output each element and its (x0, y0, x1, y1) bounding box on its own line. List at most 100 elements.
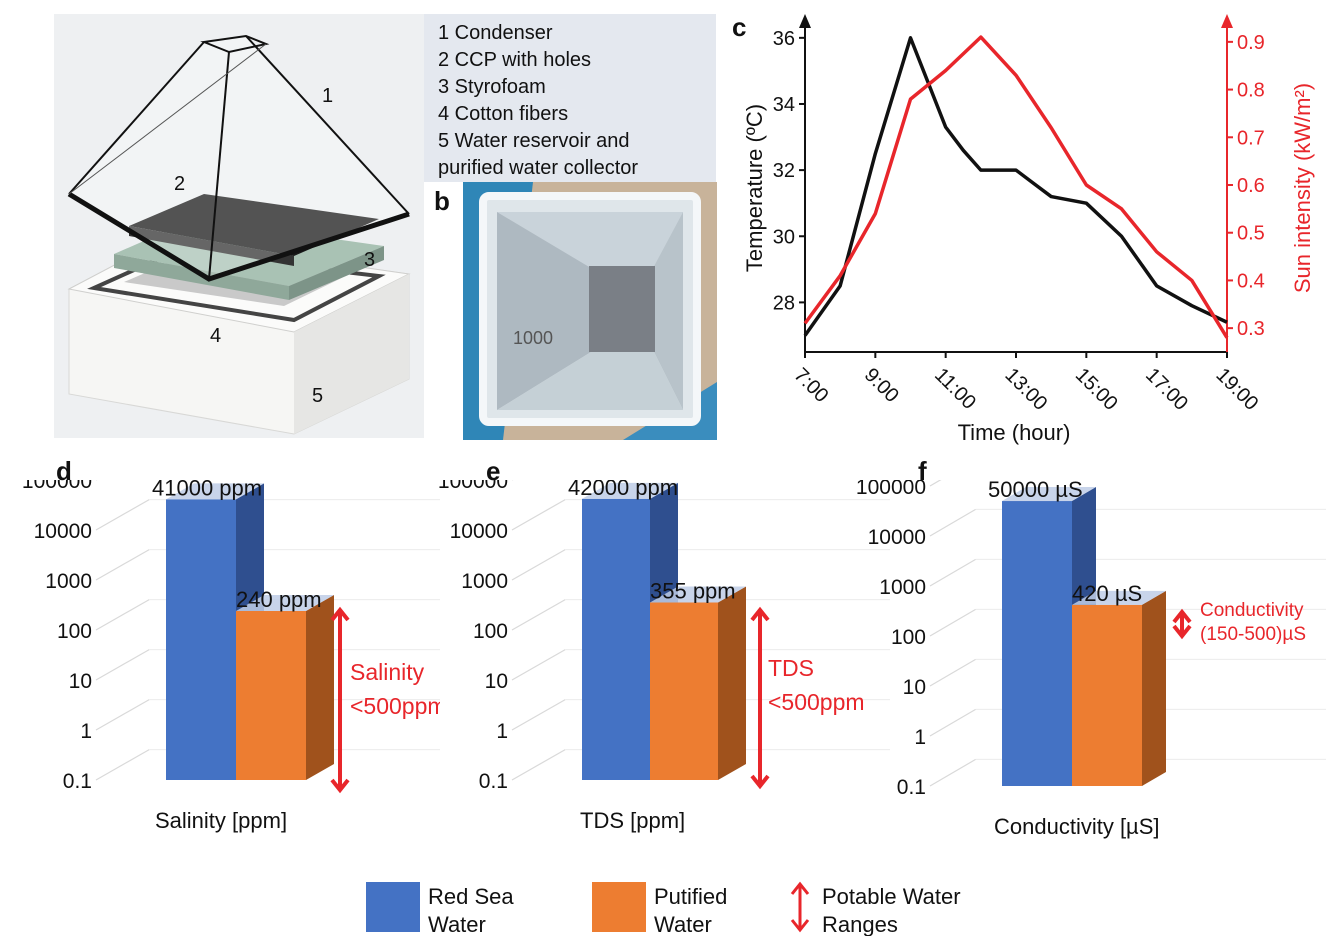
y-tick-label: 100000 (856, 480, 926, 499)
bar-chart-body: 100000 10000 1000 100 10 1 0.1 50000 µS 420 µS Co… (856, 480, 1326, 839)
range-arrow-head-up-icon (750, 606, 770, 622)
range-arrow-head-down-icon (1172, 624, 1192, 640)
c-right-tick-label: 0.5 (1237, 223, 1265, 245)
legend-range-arrow-icon (790, 881, 810, 933)
y-tick-label: 0.1 (897, 776, 926, 799)
panel-b-letter: b (434, 186, 450, 216)
grid-line (929, 708, 976, 737)
legend-red-sea-line2: Water (428, 912, 486, 936)
y-tick-label: 1 (914, 726, 926, 749)
c-left-tick-label: 36 (773, 28, 795, 50)
prototype-photo: 1000 (463, 182, 717, 440)
grid-line (95, 699, 150, 731)
category-label: Salinity [ppm] (155, 808, 287, 833)
salinity-chart: 100000 10000 1000 100 10 1 0.1 41000 ppm 240 ppm… (22, 480, 440, 833)
purified-bar-top (1072, 590, 1166, 605)
red-sea-value-label: 41000 ppm (152, 480, 262, 500)
y-tick-label: 1000 (879, 576, 926, 599)
y-tick-label: 0.1 (63, 770, 92, 793)
purified-value-label: 240 ppm (236, 587, 322, 612)
legend-line-4: 4 Cotton fibers (438, 103, 569, 125)
range-arrow-head-up-icon (330, 606, 350, 622)
range-label: <500ppm (350, 693, 440, 719)
panel-c-letter: c (732, 12, 747, 42)
red-sea-bar-top (166, 483, 264, 500)
c-right-tick-label: 0.3 (1237, 318, 1265, 340)
legend-ranges-line2: Ranges (822, 912, 898, 936)
legend-red-sea-line1: Red Sea (428, 884, 514, 909)
tds-chart: 100000 10000 1000 100 10 1 0.1 42000 ppm 355 ppm… (438, 480, 890, 833)
device-illustration: 1 2 3 4 5 (54, 14, 424, 438)
legend-line-5: 5 Water reservoir and (438, 130, 630, 152)
purified-bar-side (306, 594, 334, 780)
c-left-tick-label: 30 (773, 226, 795, 248)
grid-line (95, 549, 150, 581)
grid-line (95, 649, 150, 681)
grid-line (511, 499, 566, 531)
c-left-tick-label: 28 (773, 292, 795, 314)
grid-line (511, 749, 566, 781)
legend-line-1: 1 Condenser (438, 22, 553, 44)
c-x-tick-label: 17:00 (1141, 364, 1192, 415)
category-label: TDS [ppm] (580, 808, 685, 833)
legend-line-6: purified water collector (438, 157, 639, 179)
c-right-tick-label: 0.6 (1237, 175, 1265, 197)
c-x-tick-label: 19:00 (1211, 364, 1262, 415)
c-right-axis-label: Sun intensity (kW/m²) (1290, 83, 1315, 293)
y-tick-label: 1 (496, 720, 508, 743)
c-right-tick-label: 0.7 (1237, 127, 1265, 149)
c-x-tick-label: 9:00 (860, 364, 903, 407)
purified-bar (650, 602, 718, 780)
grid-line (95, 599, 150, 631)
label-5: 5 (312, 385, 323, 407)
y-tick-label: 100 (473, 620, 508, 643)
c-x-tick-label: 7:00 (789, 364, 832, 407)
range-label: (150-500)µS (1200, 624, 1306, 645)
legend-ranges-line1: Potable Water (822, 884, 961, 909)
label-1: 1 (322, 85, 333, 107)
c-x-axis-label: Time (hour) (958, 420, 1071, 445)
c-left-axis-arrow-icon (799, 14, 811, 28)
legend-swatch-purified (592, 882, 646, 932)
range-arrow-head-down-icon (330, 778, 350, 794)
grid-line (95, 749, 150, 781)
purified-bar-side (1142, 590, 1166, 786)
photo-overlay-text: 1000 (513, 328, 553, 348)
grid-line (511, 649, 566, 681)
c-left-tick-label: 32 (773, 160, 795, 182)
bar-chart-body: 100000 10000 1000 100 10 1 0.1 42000 ppm 355 ppm… (438, 480, 890, 833)
red-sea-bar (1002, 501, 1072, 786)
sun-intensity-line (803, 35, 1229, 339)
legend-purified-line1: Putified (654, 884, 727, 909)
legend-swatch-red-sea (366, 882, 420, 932)
y-tick-label: 1 (80, 720, 92, 743)
purified-bar-top (236, 594, 334, 611)
label-2: 2 (174, 173, 185, 195)
legend-line-2: 2 CCP with holes (438, 49, 592, 71)
category-label: Conductivity [µS] (994, 814, 1160, 839)
range-label: Salinity (350, 659, 425, 685)
range-label: TDS (768, 655, 814, 681)
y-tick-label: 10000 (450, 520, 508, 543)
c-x-tick-label: 11:00 (930, 364, 980, 414)
conductivity-chart: 100000 10000 1000 100 10 1 0.1 50000 µS 420 µS Co… (856, 480, 1326, 839)
y-tick-label: 100 (57, 620, 92, 643)
grid-line (929, 508, 976, 537)
purified-bar-top (650, 586, 746, 603)
red-sea-value-label: 42000 ppm (568, 480, 678, 500)
range-arrow-head-up-icon (1172, 608, 1192, 624)
grid-line (929, 758, 976, 787)
grid-line (929, 658, 976, 687)
purified-bar (236, 610, 306, 780)
c-left-tick-label: 34 (773, 94, 795, 116)
y-tick-label: 1000 (45, 570, 92, 593)
purified-value-label: 420 µS (1072, 581, 1142, 606)
panel-d-letter: d (56, 456, 72, 486)
panel-e-letter: e (486, 456, 501, 486)
y-tick-label: 10 (69, 670, 92, 693)
c-right-tick-label: 0.4 (1237, 270, 1265, 292)
label-4: 4 (210, 325, 221, 347)
grid-line (929, 608, 976, 637)
grid-line (511, 699, 566, 731)
range-arrow-head-down-icon (750, 774, 770, 790)
